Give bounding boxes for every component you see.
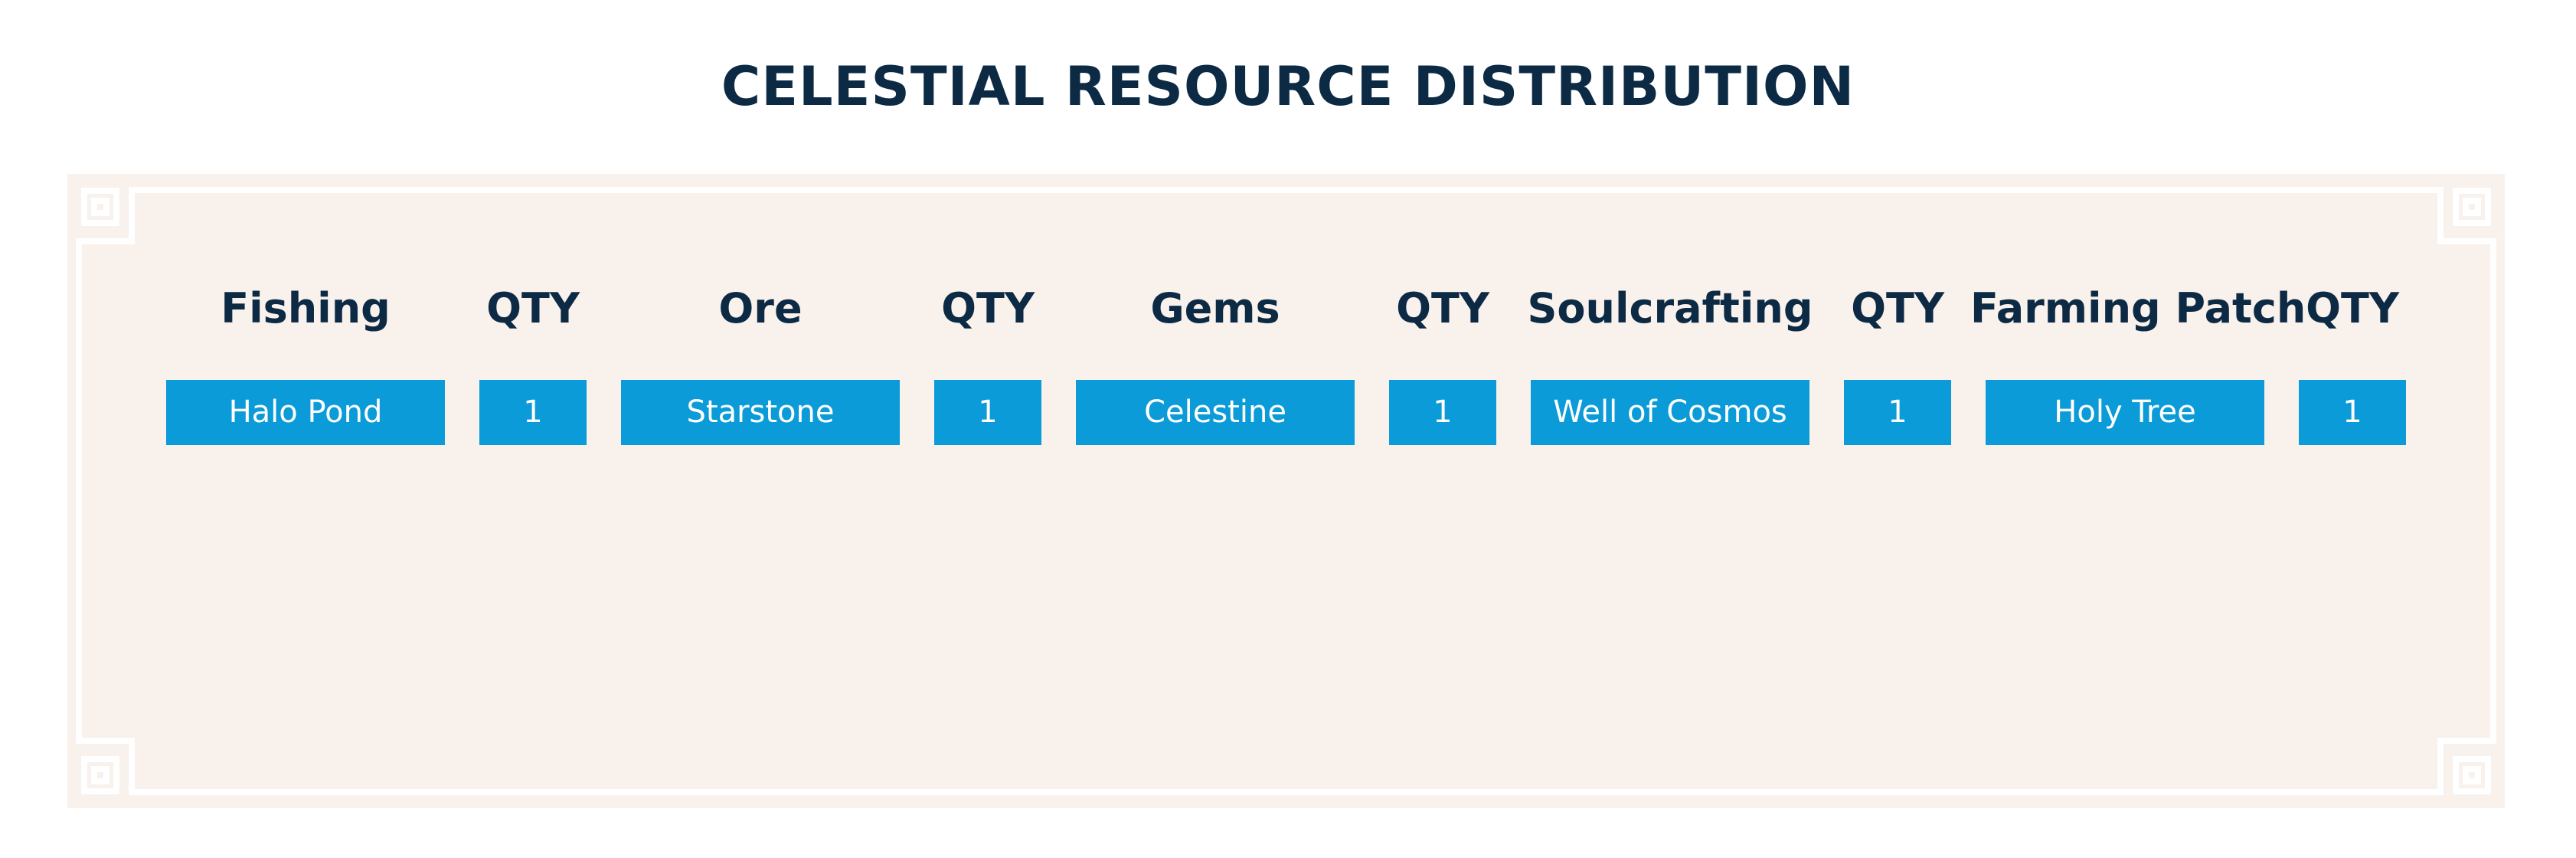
qty-cell: 1 — [1844, 380, 1951, 445]
qty-cell: 1 — [1389, 380, 1496, 445]
column-header: Gems — [1150, 284, 1280, 332]
column-header: Farming Patch — [1970, 284, 2306, 332]
column-header: Fishing — [221, 284, 391, 332]
panel-frame — [76, 187, 2496, 795]
column-header: QTY — [486, 284, 580, 332]
column-header: QTY — [1851, 284, 1944, 332]
column-header: Ore — [718, 284, 803, 332]
qty-cell: 1 — [2299, 380, 2406, 445]
location-cell: Well of Cosmos — [1531, 380, 1809, 445]
location-cell: Starstone — [621, 380, 900, 445]
column-header: QTY — [1396, 284, 1489, 332]
column-header: Soulcrafting — [1527, 284, 1813, 332]
qty-cell: 1 — [479, 380, 587, 445]
location-cell: Halo Pond — [166, 380, 445, 445]
location-cell: Celestine — [1076, 380, 1355, 445]
page-title: CELESTIAL RESOURCE DISTRIBUTION — [721, 55, 1855, 118]
qty-cell: 1 — [934, 380, 1041, 445]
table-panel: Fishing Halo Pond QTY 1 Ore Starstone QTY 1 Gems… — [67, 174, 2505, 808]
column-header: QTY — [2306, 284, 2399, 332]
column-header: QTY — [941, 284, 1035, 332]
location-cell: Holy Tree — [1986, 380, 2264, 445]
